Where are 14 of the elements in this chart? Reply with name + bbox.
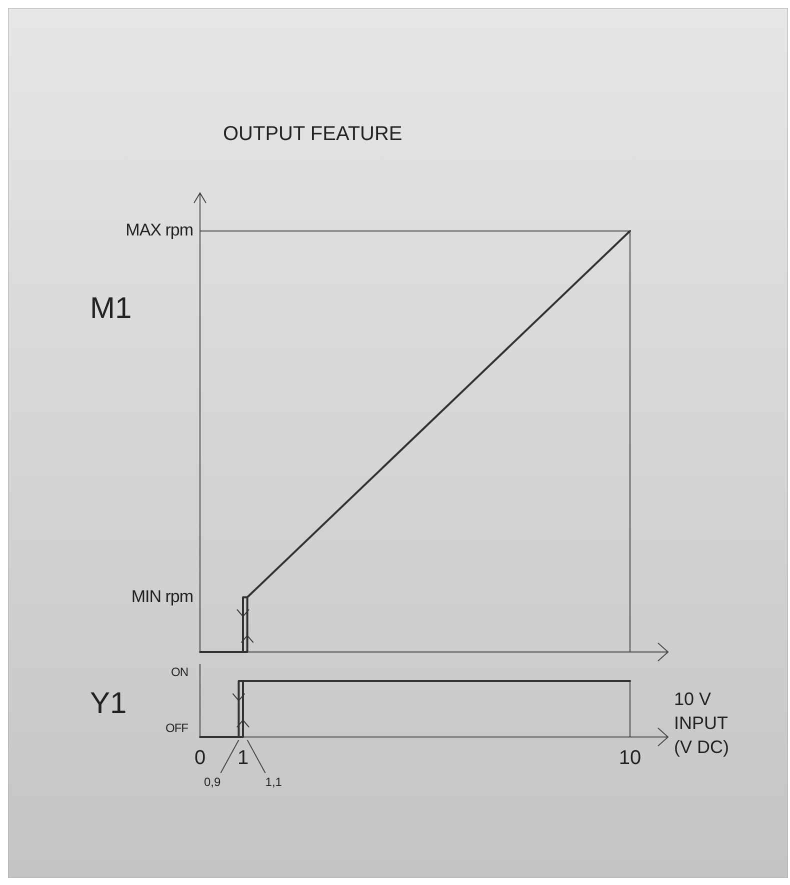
x-tick-label: 10 [618,747,642,769]
x-tick-label: 1 [237,747,249,769]
y-axis-title: M1 [90,292,132,325]
annotation: 1,1 [265,775,282,789]
x-tick-label: 0 [194,747,206,769]
y-axis-title: Y1 [90,687,127,720]
text: 10 V [674,689,712,709]
text: OFF [166,721,188,736]
annotation: 0,9 [204,775,222,789]
text: ON [171,665,188,680]
text: MAX rpm [126,220,194,240]
x-axis-title: INPUT (V DC) [674,713,729,757]
text: MIN rpm [131,586,194,606]
chart-title: OUTPUT FEATURE [223,123,402,145]
